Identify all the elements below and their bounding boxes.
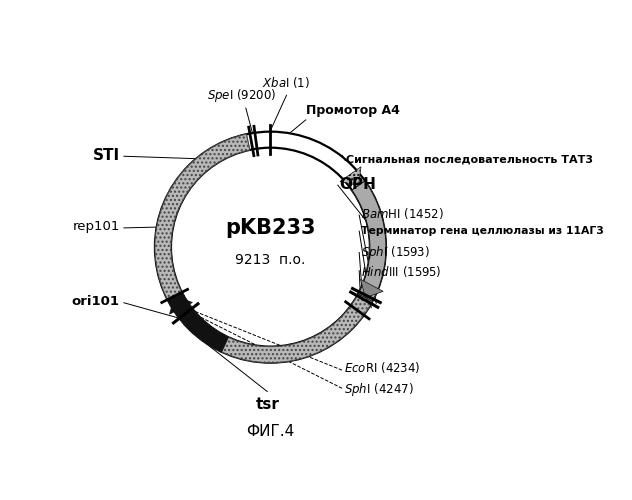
Text: STI: STI: [92, 148, 119, 162]
Text: rep101: rep101: [72, 220, 119, 234]
Polygon shape: [155, 134, 386, 362]
Text: 9213  п.о.: 9213 п.о.: [235, 253, 306, 267]
Text: ФИГ.4: ФИГ.4: [246, 424, 295, 438]
Text: pKВ233: pKВ233: [225, 218, 315, 238]
Text: ОРН: ОРН: [339, 176, 376, 192]
Text: $\mathit{Sph}$I (4247): $\mathit{Sph}$I (4247): [344, 381, 414, 398]
Text: tsr: tsr: [255, 397, 279, 412]
Text: ori101: ori101: [71, 295, 119, 308]
Polygon shape: [340, 167, 361, 186]
Text: $\mathit{Xba}$I (1): $\mathit{Xba}$I (1): [262, 75, 310, 90]
Polygon shape: [360, 280, 383, 297]
Text: $\mathit{Spe}$I (9200): $\mathit{Spe}$I (9200): [207, 87, 276, 104]
Polygon shape: [167, 292, 228, 352]
Polygon shape: [166, 134, 250, 205]
Polygon shape: [169, 296, 192, 314]
Polygon shape: [352, 181, 386, 302]
Text: Промотор А4: Промотор А4: [306, 104, 399, 117]
Text: $\mathit{Eco}$RI (4234): $\mathit{Eco}$RI (4234): [344, 360, 421, 376]
Text: Сигнальная последовательность ТАТ3: Сигнальная последовательность ТАТ3: [346, 154, 593, 164]
Text: $\mathit{Sph}$I (1593): $\mathit{Sph}$I (1593): [362, 244, 430, 261]
Text: $\mathit{Bam}$HI (1452): $\mathit{Bam}$HI (1452): [362, 206, 444, 222]
Text: Терминатор гена целлюлазы из 11АГ3: Терминатор гена целлюлазы из 11АГ3: [362, 226, 604, 236]
Text: $\mathit{Hind}$III (1595): $\mathit{Hind}$III (1595): [362, 264, 442, 279]
